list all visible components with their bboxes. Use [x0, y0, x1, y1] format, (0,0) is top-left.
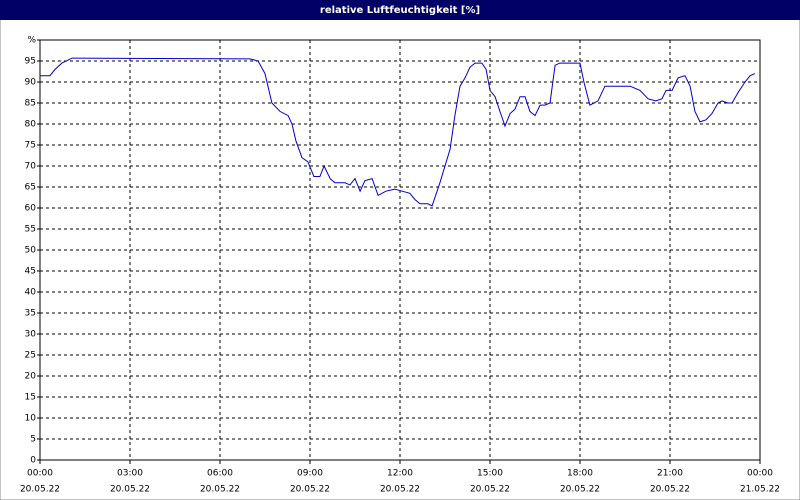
x-tick-date: 20.05.22 [110, 485, 150, 495]
x-tick-date: 20.05.22 [20, 485, 60, 495]
x-tick-label: 06:00 [207, 469, 233, 479]
title-bar [0, 0, 800, 20]
y-tick-label: 15 [25, 393, 36, 403]
y-tick-label: 5 [30, 435, 36, 445]
y-tick-label: 80 [25, 120, 37, 130]
y-tick-label: 50 [25, 246, 37, 256]
x-tick-label: 18:00 [567, 469, 593, 479]
x-tick-date: 20.05.22 [200, 485, 240, 495]
y-tick-label: 20 [25, 372, 37, 382]
y-tick-label: 70 [25, 162, 37, 172]
x-tick-label: 15:00 [477, 469, 503, 479]
x-tick-date: 21.05.22 [740, 485, 780, 495]
x-tick-date: 20.05.22 [560, 485, 600, 495]
y-tick-label: 65 [25, 183, 36, 193]
x-tick-date: 20.05.22 [380, 485, 420, 495]
x-tick-label: 00:00 [27, 469, 53, 479]
x-tick-label: 12:00 [387, 469, 413, 479]
y-tick-label: 85 [25, 99, 36, 109]
y-tick-label: 60 [25, 204, 37, 214]
x-tick-label: 03:00 [117, 469, 143, 479]
y-tick-label: 90 [25, 78, 37, 88]
y-tick-label: 45 [25, 267, 36, 277]
x-tick-label: 21:00 [657, 469, 683, 479]
chart-title: relative Luftfeuchtigkeit [%] [320, 5, 480, 16]
x-tick-date: 20.05.22 [650, 485, 690, 495]
x-tick-date: 20.05.22 [470, 485, 510, 495]
y-tick-label: % [27, 36, 36, 46]
data-line [40, 57, 756, 207]
y-tick-label: 0 [30, 456, 36, 466]
x-tick-date: 20.05.22 [290, 485, 330, 495]
y-tick-label: 40 [25, 288, 37, 298]
y-tick-label: 95 [25, 57, 36, 67]
x-tick-label: 09:00 [297, 469, 323, 479]
y-tick-label: 10 [25, 414, 37, 424]
y-tick-label: 55 [25, 225, 36, 235]
x-tick-label: 00:00 [747, 469, 773, 479]
y-tick-label: 25 [25, 351, 36, 361]
y-tick-label: 30 [25, 330, 37, 340]
y-tick-label: 75 [25, 141, 36, 151]
y-tick-label: 35 [25, 309, 36, 319]
